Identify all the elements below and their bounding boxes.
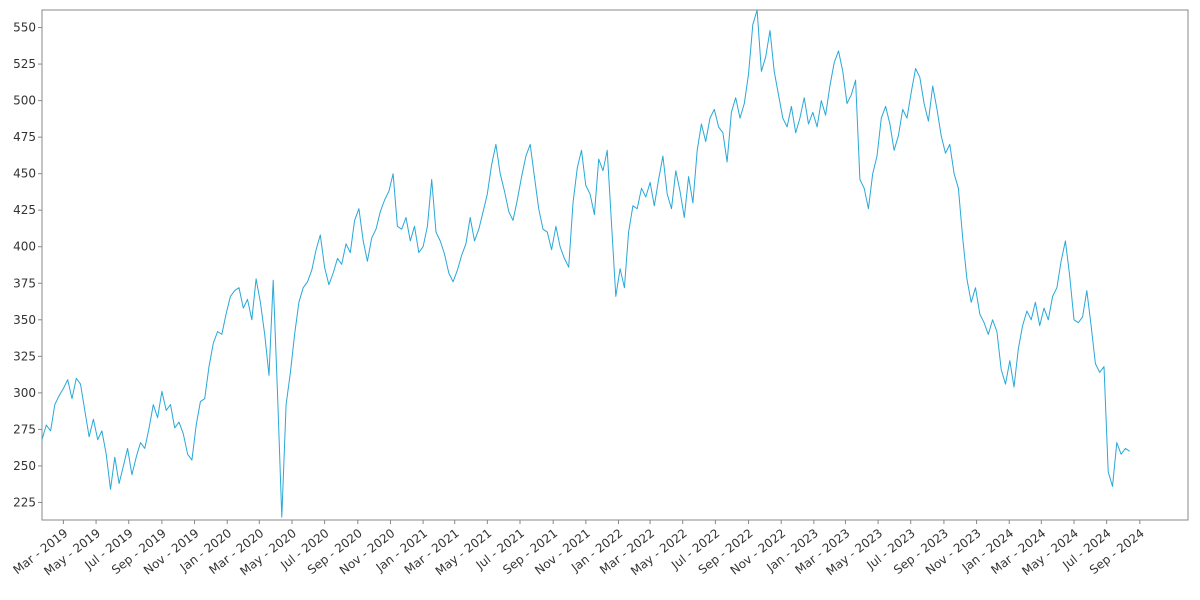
y-tick-label: 475 bbox=[13, 130, 36, 144]
y-tick-label: 525 bbox=[13, 57, 36, 71]
y-tick-label: 500 bbox=[13, 94, 36, 108]
y-tick-label: 250 bbox=[13, 459, 36, 473]
y-tick-label: 375 bbox=[13, 276, 36, 290]
y-tick-label: 550 bbox=[13, 21, 36, 35]
y-tick-label: 450 bbox=[13, 167, 36, 181]
plot-area bbox=[41, 9, 1189, 521]
y-tick-label: 350 bbox=[13, 313, 36, 327]
y-tick-label: 225 bbox=[13, 495, 36, 509]
y-axis-ticks: 225 250 275 300 325 350 375 400 425 450 475 500 525 5… bbox=[13, 21, 42, 509]
y-tick-label: 300 bbox=[13, 386, 36, 400]
series-layer bbox=[41, 9, 1130, 518]
y-tick-label: 425 bbox=[13, 203, 36, 217]
y-tick-label: 400 bbox=[13, 240, 36, 254]
y-tick-label: 275 bbox=[13, 422, 36, 436]
series-line-0 bbox=[41, 9, 1130, 518]
y-tick-label: 325 bbox=[13, 349, 36, 363]
